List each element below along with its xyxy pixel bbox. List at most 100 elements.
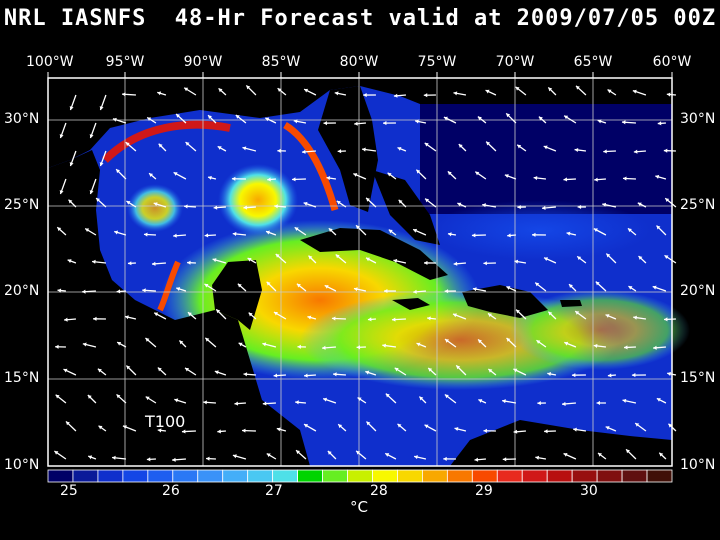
wind-arrowhead	[357, 397, 362, 402]
wind-arrowhead	[593, 228, 598, 233]
wind-arrowhead	[447, 232, 452, 237]
wind-arrowhead	[158, 143, 163, 148]
latitude-label-left: 10°N	[4, 457, 40, 473]
wind-arrowhead	[114, 230, 119, 235]
wind-arrowhead	[393, 93, 398, 98]
wind-arrowhead	[443, 456, 447, 461]
wind-arrowhead	[231, 176, 236, 181]
map-annotation: T100	[145, 412, 186, 431]
wind-arrowhead	[387, 172, 392, 177]
map-frame	[47, 77, 673, 467]
wind-arrowhead	[276, 427, 281, 432]
latitude-label-right: 15°N	[680, 370, 716, 386]
wind-arrowhead	[69, 162, 74, 167]
colorbar-tick-label: 25	[60, 483, 78, 499]
wind-arrowhead	[664, 255, 669, 259]
wind-arrowhead	[187, 312, 192, 317]
wind-arrowhead	[354, 121, 358, 126]
wind-arrowhead	[652, 285, 657, 290]
wind-arrowhead	[213, 205, 218, 210]
wind-arrowhead	[237, 283, 242, 288]
land-hispaniola	[462, 285, 548, 318]
wind-arrowhead	[607, 373, 612, 378]
wind-arrowhead	[483, 261, 487, 266]
wind-arrowhead	[388, 229, 393, 234]
wind-arrowhead	[181, 429, 186, 434]
wind-arrowhead	[356, 345, 361, 350]
wind-arrowhead	[475, 171, 480, 176]
latitude-label-left: 25°N	[4, 197, 40, 213]
wind-arrowhead	[97, 368, 102, 373]
wind-arrowhead	[334, 91, 339, 96]
wind-arrowhead	[564, 115, 569, 120]
open-atlantic	[420, 104, 672, 214]
wind-arrowhead	[398, 199, 403, 204]
wind-arrowhead	[277, 88, 282, 93]
wind-arrowhead	[514, 259, 519, 264]
land-jamaica	[392, 298, 430, 310]
wind-arrowhead	[153, 202, 158, 207]
wind-arrowhead	[275, 253, 280, 258]
wind-arrowhead	[535, 282, 540, 287]
wind-arrowhead	[548, 87, 553, 92]
wind-arrowhead	[89, 190, 94, 195]
wind-arrowhead	[266, 453, 271, 458]
wind-arrowhead	[507, 233, 511, 238]
wind-arrowhead	[82, 289, 86, 294]
wind-arrowhead	[293, 119, 298, 124]
wind-arrowhead	[424, 142, 429, 147]
wind-arrowhead	[157, 428, 162, 433]
longitude-label: 90°W	[183, 54, 223, 70]
wind-arrowhead	[296, 450, 301, 455]
wind-arrowhead	[126, 365, 131, 370]
wind-arrowhead	[424, 424, 429, 429]
longitude-label: 60°W	[652, 54, 692, 70]
wind-arrowhead	[116, 394, 121, 399]
wind-arrowhead	[69, 106, 74, 111]
wind-arrowhead	[454, 427, 459, 432]
wind-arrowhead	[273, 311, 278, 316]
wind-arrowhead	[242, 428, 246, 433]
colorbar-swatch	[222, 469, 249, 483]
colorbar-swatch	[446, 469, 473, 483]
colorbar-swatch	[471, 469, 498, 483]
wind-arrowhead	[333, 372, 337, 377]
colorbar	[47, 469, 673, 483]
wind-arrowhead	[574, 147, 579, 153]
wind-arrowhead	[59, 134, 64, 139]
wind-arrowhead	[337, 149, 342, 154]
wind-arrowhead	[478, 399, 483, 403]
wind-arrowhead	[304, 88, 309, 93]
wind-arrowhead	[323, 397, 328, 402]
colorbar-unit: °C	[350, 498, 368, 516]
wind-arrowhead	[242, 146, 247, 151]
wind-arrowhead	[563, 177, 568, 182]
wind-arrowhead	[353, 287, 358, 292]
wind-arrowhead	[425, 198, 430, 203]
wind-arrowhead	[419, 396, 424, 401]
wind-arrowhead	[606, 253, 611, 258]
wind-arrowhead	[535, 455, 540, 460]
wind-arrowhead	[176, 113, 181, 118]
wind-arrowhead	[262, 342, 267, 347]
longitude-label: 85°W	[261, 54, 301, 70]
wind-arrowhead	[151, 261, 156, 266]
wind-arrowhead	[385, 393, 390, 398]
wind-arrowhead	[87, 394, 92, 399]
wind-arrowhead	[208, 175, 212, 180]
wind-arrowhead	[597, 119, 602, 124]
wind-arrowhead	[488, 369, 493, 373]
colorbar-swatch	[47, 469, 74, 483]
wind-arrowhead	[472, 287, 477, 292]
wind-arrowhead	[297, 344, 301, 349]
wind-arrowhead	[367, 317, 372, 322]
wind-arrowhead	[393, 258, 398, 263]
wind-arrowhead	[628, 286, 633, 290]
colorbar-tick-label: 29	[475, 483, 493, 499]
wind-arrowhead	[447, 171, 452, 176]
colorbar-swatch	[147, 469, 174, 483]
wind-arrowhead	[638, 256, 643, 260]
wind-arrowhead	[365, 370, 370, 375]
wind-arrowhead	[428, 367, 433, 372]
